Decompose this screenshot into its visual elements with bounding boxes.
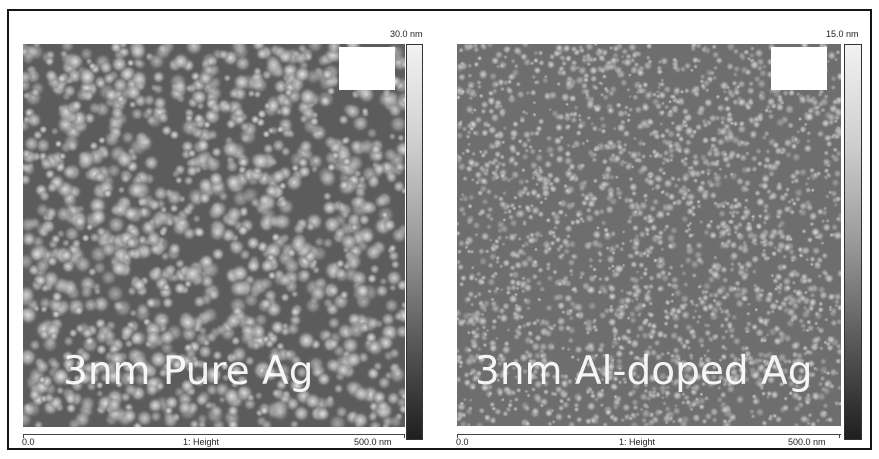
x-axis-title: 1: Height <box>619 437 655 447</box>
x-axis-start: 0.0 <box>22 437 35 447</box>
x-axis-tick <box>839 434 840 438</box>
x-axis-title: 1: Height <box>183 437 219 447</box>
sample-label: 3nm Al-doped Ag <box>475 349 812 394</box>
x-axis-tick <box>404 434 405 438</box>
inset-box <box>771 47 827 90</box>
x-axis-end: 500.0 nm <box>788 437 826 447</box>
color-scale-bar <box>844 44 862 440</box>
sample-label: 3nm Pure Ag <box>63 349 313 394</box>
color-scale-bar <box>406 44 423 440</box>
panel-pure-ag: 3nm Pure Ag 30.0 nm 0.0 1: Height 500.0 … <box>9 11 439 448</box>
color-scale-max: 30.0 nm <box>390 29 423 39</box>
x-axis-line <box>23 434 405 435</box>
figure-frame: 3nm Pure Ag 30.0 nm 0.0 1: Height 500.0 … <box>7 9 872 450</box>
afm-image-pure-ag: 3nm Pure Ag <box>23 44 405 427</box>
inset-box <box>339 47 395 90</box>
color-scale-max: 15.0 nm <box>826 29 859 39</box>
x-axis-start: 0.0 <box>456 437 469 447</box>
afm-image-al-doped-ag: 3nm Al-doped Ag <box>457 44 841 426</box>
x-axis-line <box>457 434 841 435</box>
x-axis-end: 500.0 nm <box>354 437 392 447</box>
panel-al-doped-ag: 3nm Al-doped Ag 15.0 nm 0.0 1: Height 50… <box>443 11 872 448</box>
